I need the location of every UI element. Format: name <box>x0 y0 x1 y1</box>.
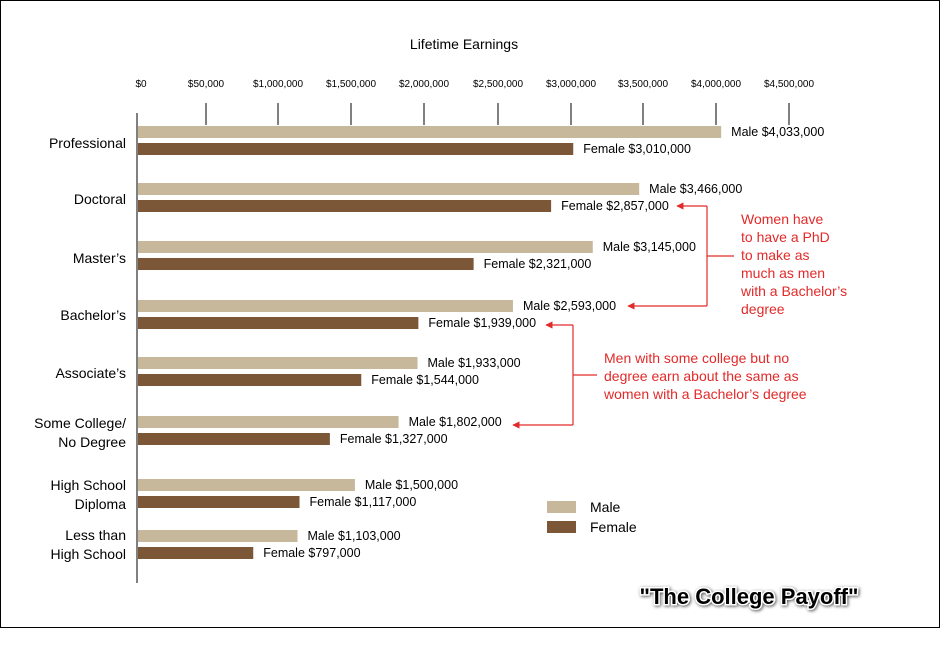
bar-male <box>138 300 513 312</box>
x-tick-label: $1,000,000 <box>253 79 303 90</box>
category-label: Associate’s <box>55 365 126 381</box>
x-tick-label: $2,500,000 <box>473 79 523 90</box>
data-label-female: Female $797,000 <box>263 546 360 560</box>
data-label-female: Female $1,117,000 <box>310 495 417 509</box>
x-tick-label: $3,500,000 <box>618 79 668 90</box>
category-label: Professional <box>49 135 126 151</box>
data-label-female: Female $1,544,000 <box>371 373 479 387</box>
bar-male <box>138 241 593 253</box>
bar-female <box>138 496 300 508</box>
annotation-text: degree <box>741 301 785 317</box>
x-tick-label: $4,500,000 <box>764 79 814 90</box>
chart-caption: "The College Payoff" <box>640 584 859 609</box>
annotation-text: much as men <box>741 265 825 281</box>
annotation-text: to have a PhD <box>741 229 830 245</box>
legend-swatch-male <box>547 501 576 513</box>
bar-male <box>138 126 722 138</box>
bar-female <box>138 433 330 445</box>
bars-group: Professional Male $4,033,000 Female $3,010… <box>34 125 824 562</box>
category-label: No Degree <box>58 434 126 450</box>
data-label-female: Female $2,321,000 <box>484 257 592 271</box>
data-label-female: Female $1,939,000 <box>428 316 536 330</box>
bar-female <box>138 547 254 559</box>
data-label-male: Male $1,933,000 <box>428 356 521 370</box>
category-label: Doctoral <box>74 191 126 207</box>
legend-label-male: Male <box>590 499 621 515</box>
bar-male <box>138 416 399 428</box>
data-label-female: Female $3,010,000 <box>583 142 691 156</box>
data-label-female: Female $1,327,000 <box>340 432 448 446</box>
category-label: Some College/ <box>34 415 126 431</box>
bar-male <box>138 530 298 542</box>
legend: Male Female <box>547 499 637 535</box>
category-label: Less than <box>65 527 126 543</box>
bar-female <box>138 200 552 212</box>
x-tick-label: $2,000,000 <box>399 79 449 90</box>
x-tick-label: $50,000 <box>188 79 225 90</box>
bar-female <box>138 317 419 329</box>
bar-female <box>138 143 574 155</box>
annotation-text: Men with some college but no <box>604 350 789 366</box>
x-tick-label: $1,500,000 <box>326 79 376 90</box>
bar-female <box>138 258 474 270</box>
bar-male <box>138 357 418 369</box>
data-label-male: Male $2,593,000 <box>523 299 616 313</box>
annotation-text: Women have <box>741 211 823 227</box>
bar-female <box>138 374 362 386</box>
x-tick-label: $0 <box>135 79 147 90</box>
bar-chart: Lifetime Earnings $0 $50,000 $1,000,000 $1,… <box>34 36 860 611</box>
x-tick-label: $4,000,000 <box>691 79 741 90</box>
annotations-group: Women have to have a PhD to make as much as… <box>512 202 847 429</box>
data-label-male: Male $1,802,000 <box>409 415 502 429</box>
bar-male <box>138 479 355 491</box>
annotation-text: degree earn about the same as <box>604 368 799 384</box>
legend-label-female: Female <box>590 519 637 535</box>
category-label: Diploma <box>75 496 127 512</box>
chart-title: Lifetime Earnings <box>410 36 518 52</box>
bar-male <box>138 183 640 195</box>
x-axis-ticks: $0 $50,000 $1,000,000 $1,500,000 $2,000,000 $… <box>135 79 814 125</box>
data-label-male: Male $3,145,000 <box>603 240 696 254</box>
category-label: Master’s <box>73 250 126 266</box>
x-tick-label: $3,000,000 <box>546 79 596 90</box>
annotation-text: women with a Bachelor’s degree <box>603 386 807 402</box>
data-label-male: Male $1,500,000 <box>365 478 458 492</box>
legend-swatch-female <box>547 521 576 533</box>
chart-frame: Lifetime Earnings $0 $50,000 $1,000,000 $1,… <box>0 0 940 628</box>
category-label: Bachelor’s <box>60 307 126 323</box>
data-label-male: Male $1,103,000 <box>307 529 400 543</box>
annotation-text: to make as <box>741 247 809 263</box>
data-label-male: Male $3,466,000 <box>649 182 742 196</box>
category-label: High School <box>51 477 127 493</box>
annotation-text: with a Bachelor’s <box>740 283 847 299</box>
category-label: High School <box>51 546 127 562</box>
data-label-female: Female $2,857,000 <box>561 199 669 213</box>
data-label-male: Male $4,033,000 <box>731 125 824 139</box>
